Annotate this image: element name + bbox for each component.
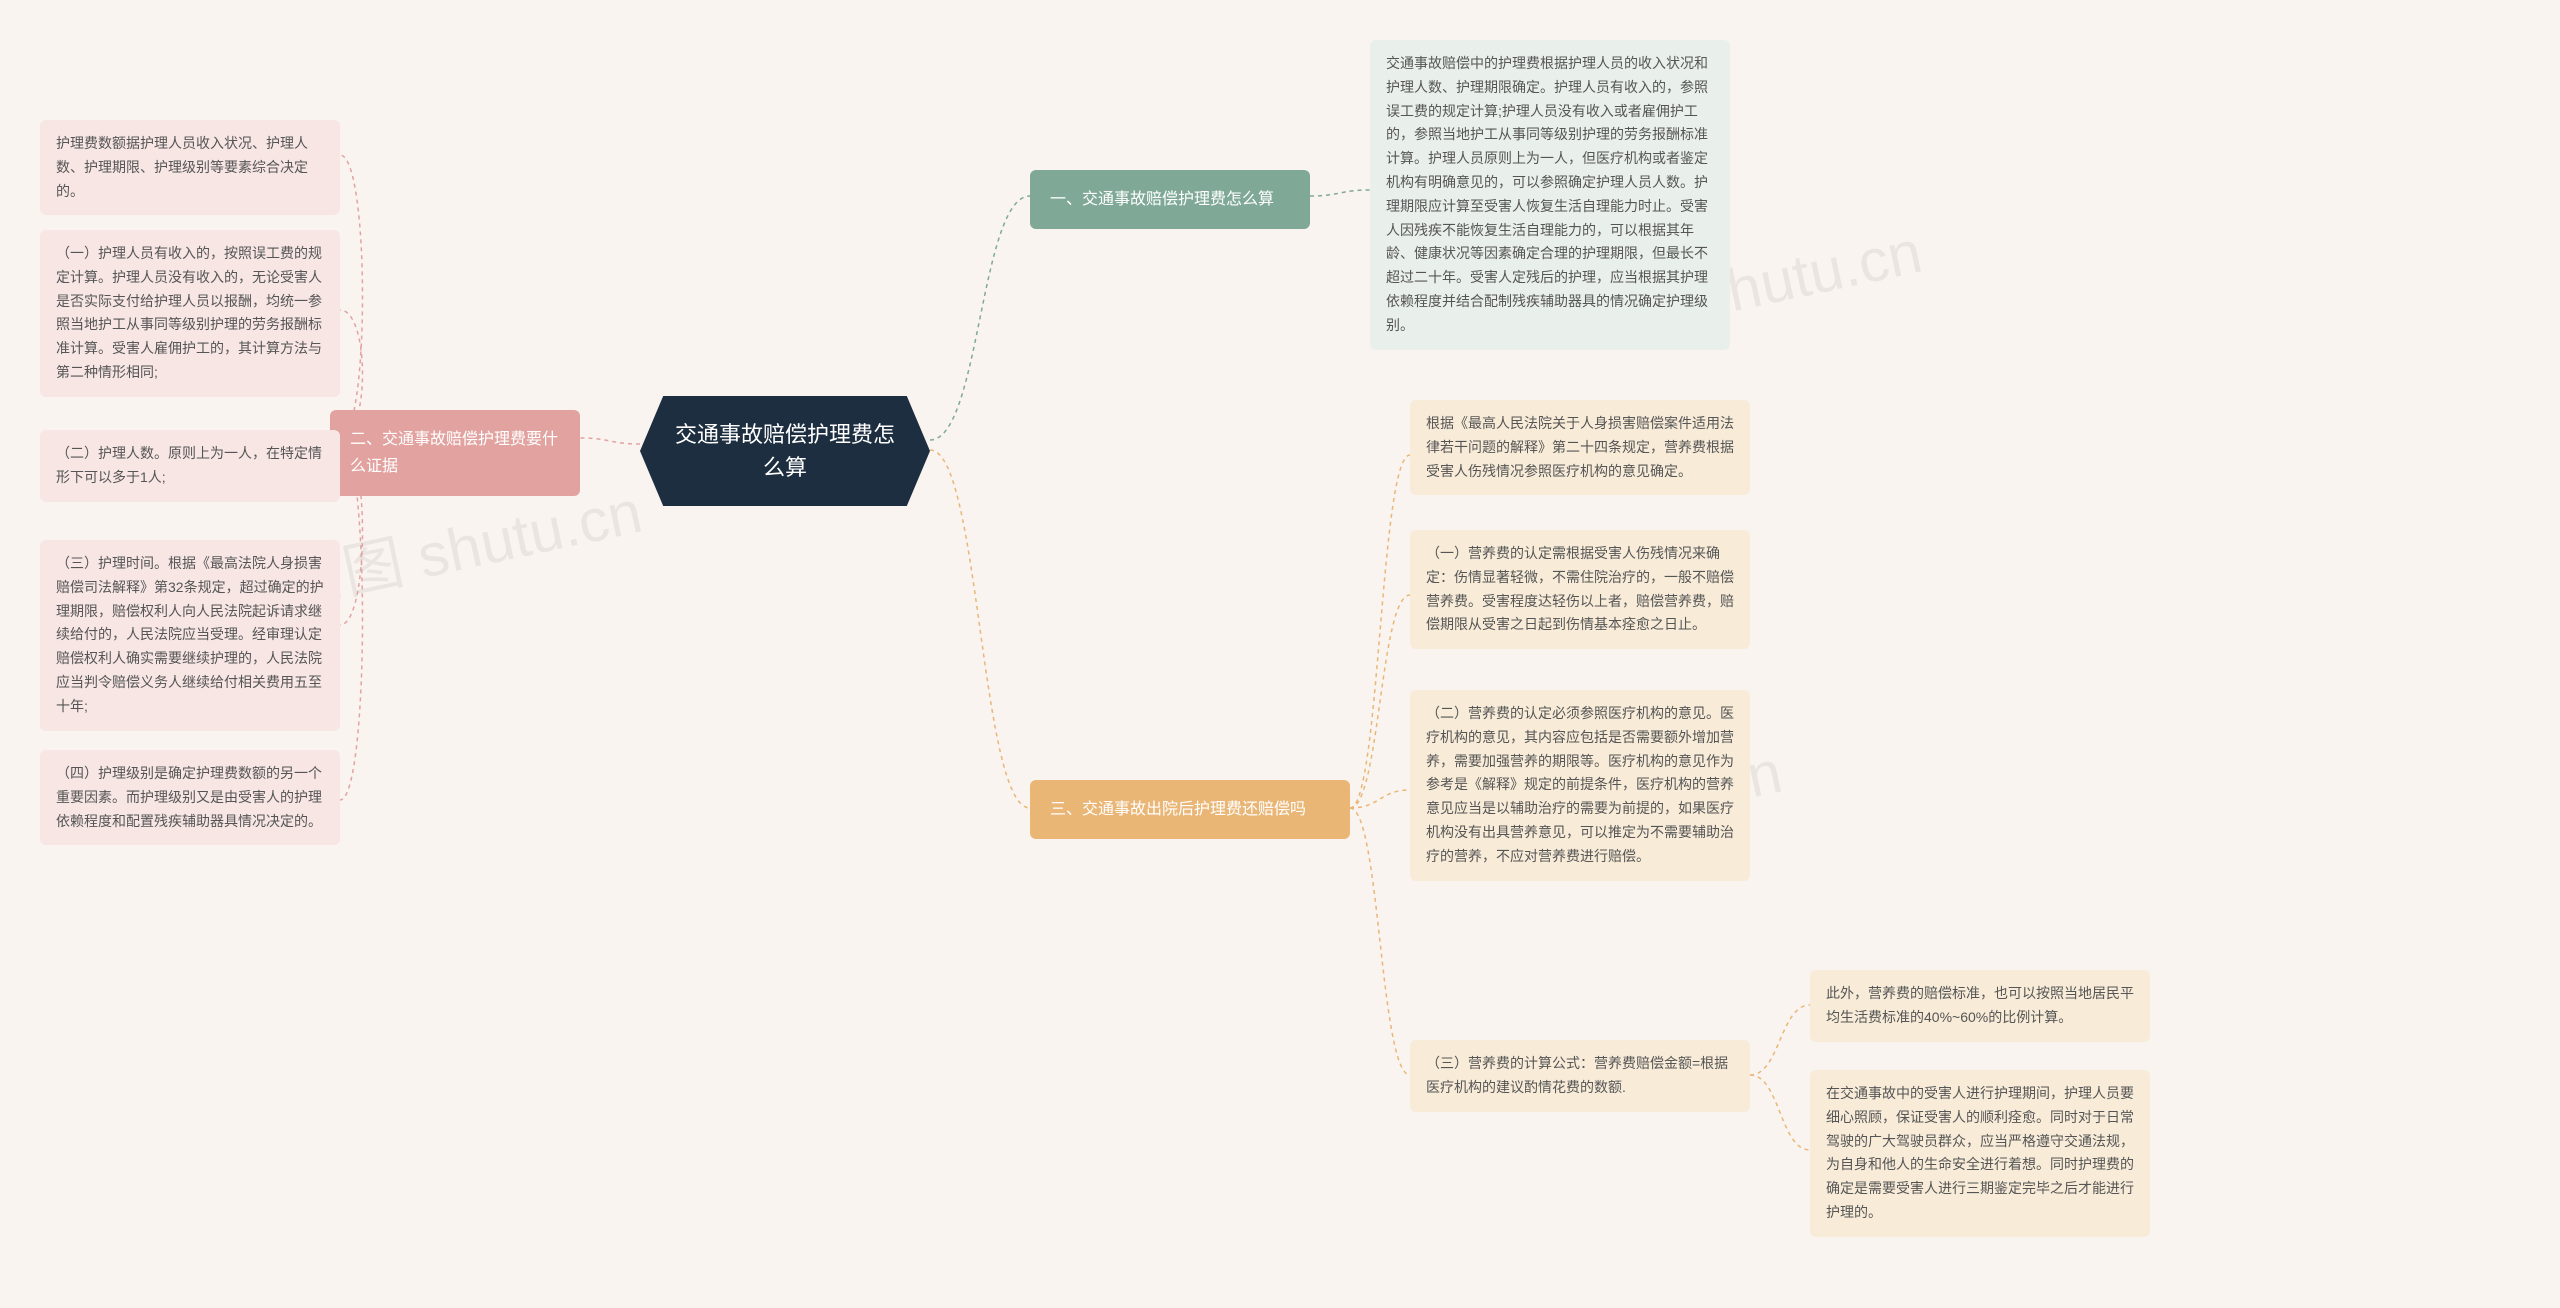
leaf-node: 交通事故赔偿中的护理费根据护理人员的收入状况和护理人数、护理期限确定。护理人员有… <box>1370 40 1730 350</box>
leaf-node: （二）护理人数。原则上为一人，在特定情形下可以多于1人; <box>40 430 340 502</box>
leaf-node: （四）护理级别是确定护理费数额的另一个重要因素。而护理级别又是由受害人的护理依赖… <box>40 750 340 845</box>
center-node: 交通事故赔偿护理费怎么算 <box>640 396 930 506</box>
leaf-node: 根据《最高人民法院关于人身损害赔偿案件适用法律若干问题的解释》第二十四条规定，营… <box>1410 400 1750 495</box>
leaf-node: 在交通事故中的受害人进行护理期间，护理人员要细心照顾，保证受害人的顺利痊愈。同时… <box>1810 1070 2150 1237</box>
leaf-node: （一）营养费的认定需根据受害人伤残情况来确定：伤情显著轻微，不需住院治疗的，一般… <box>1410 530 1750 649</box>
branch-node-2: 三、交通事故出院后护理费还赔偿吗 <box>1030 780 1350 839</box>
leaf-node: 护理费数额据护理人员收入状况、护理人数、护理期限、护理级别等要素综合决定的。 <box>40 120 340 215</box>
leaf-node: （三）营养费的计算公式：营养费赔偿金额=根据医疗机构的建议酌情花费的数额. <box>1410 1040 1750 1112</box>
leaf-node: （一）护理人员有收入的，按照误工费的规定计算。护理人员没有收入的，无论受害人是否… <box>40 230 340 397</box>
branch-node-3: 二、交通事故赔偿护理费要什么证据 <box>330 410 580 496</box>
leaf-node: （三）护理时间。根据《最高法院人身损害赔偿司法解释》第32条规定，超过确定的护理… <box>40 540 340 731</box>
leaf-node: 此外，营养费的赔偿标准，也可以按照当地居民平均生活费标准的40%~60%的比例计… <box>1810 970 2150 1042</box>
branch-node-1: 一、交通事故赔偿护理费怎么算 <box>1030 170 1310 229</box>
leaf-node: （二）营养费的认定必须参照医疗机构的意见。医疗机构的意见，其内容应包括是否需要额… <box>1410 690 1750 881</box>
